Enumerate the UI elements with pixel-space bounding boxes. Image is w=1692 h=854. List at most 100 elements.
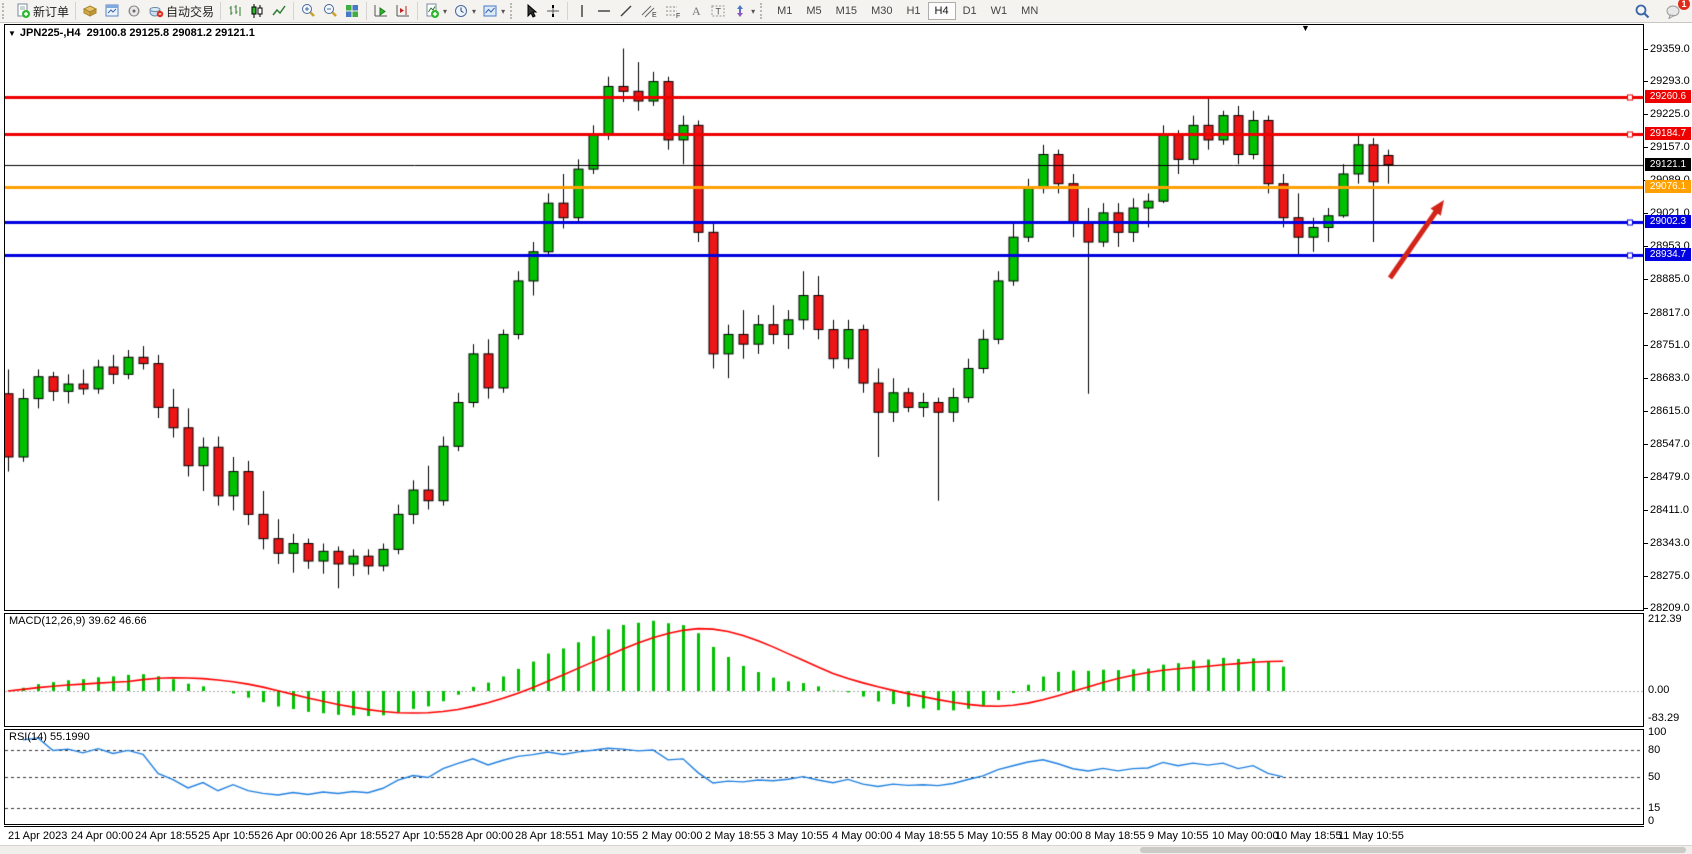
price-tick-label: 28817.0: [1650, 306, 1690, 319]
date-tick-label: 24 Apr 18:55: [135, 830, 198, 842]
price-tick: [1643, 49, 1648, 50]
timeframe-button-w1[interactable]: W1: [984, 2, 1015, 20]
zoom-out-icon: [324, 4, 337, 17]
crosshair-button[interactable]: [542, 1, 564, 21]
chart-title: ▼ JPN225-,H4 29100.8 29125.8 29081.2 2912…: [8, 27, 255, 39]
zoom-in-icon: [302, 4, 315, 17]
rsi-axis-label: 15: [1648, 801, 1661, 814]
search-button[interactable]: [1631, 1, 1654, 21]
notification-count-badge: 1: [1678, 0, 1690, 10]
one-click-trading-collapse-icon[interactable]: ▼: [8, 29, 16, 38]
templates-button[interactable]: ▾: [479, 1, 508, 21]
toolbar-grip[interactable]: [510, 3, 518, 19]
date-tick-label: 8 May 18:55: [1085, 830, 1146, 842]
chat-bubble-icon: [1666, 5, 1680, 19]
line-chart-button[interactable]: [268, 1, 290, 21]
autotrading-button[interactable]: 自动交易: [145, 1, 217, 21]
price-tick-label: 28479.0: [1650, 470, 1690, 483]
macd-canvas[interactable]: [5, 614, 1643, 726]
macd-indicator-pane: [4, 613, 1644, 727]
text-button[interactable]: A: [685, 1, 707, 21]
price-tick: [1643, 147, 1648, 149]
chevron-down-icon: ▾: [501, 6, 506, 16]
indicators-button[interactable]: ▾: [421, 1, 450, 21]
price-tick: [1643, 476, 1648, 478]
zoom-in-button[interactable]: [297, 1, 319, 21]
price-tick: [1643, 312, 1648, 314]
svg-text:E: E: [652, 12, 657, 19]
rsi-canvas[interactable]: [5, 730, 1643, 824]
market-watch-button[interactable]: [79, 1, 101, 21]
trendline-button[interactable]: [615, 1, 637, 21]
timeframe-button-mn[interactable]: MN: [1014, 2, 1045, 20]
toolbar-grip[interactable]: [760, 3, 768, 19]
ohlc-values: 29100.8 29125.8 29081.2 29121.1: [86, 27, 255, 39]
text-label-icon: T: [711, 5, 725, 17]
svg-text:T: T: [716, 7, 722, 17]
cursor-icon: [527, 3, 538, 18]
date-tick-label: 3 May 10:55: [768, 830, 829, 842]
date-axis[interactable]: 21 Apr 2023 24 Apr 00:00 24 Apr 18:55 25 Ap…: [4, 826, 1644, 845]
equidistant-channel-button[interactable]: E: [637, 1, 661, 21]
timeframe-button-d1[interactable]: D1: [956, 2, 984, 20]
price-tick-label: 29157.0: [1650, 141, 1690, 154]
price-tick-label: 28615.0: [1650, 404, 1690, 417]
bar-chart-button[interactable]: [224, 1, 246, 21]
timeframe-button-h4[interactable]: H4: [927, 2, 956, 20]
toolbar-grip[interactable]: [2, 3, 10, 19]
vertical-line-button[interactable]: [571, 1, 593, 21]
price-line-badge: 29076.1: [1645, 179, 1691, 193]
price-tick-label: 28209.0: [1650, 602, 1690, 615]
auto-scroll-button[interactable]: [370, 1, 392, 21]
navigator-icon: [128, 5, 140, 17]
text-icon: A: [692, 4, 701, 18]
price-tick-label: 28683.0: [1650, 371, 1690, 384]
macd-axis-label: 212.39: [1648, 612, 1682, 625]
autotrading-label: 自动交易: [166, 4, 215, 19]
timeframe-button-m15[interactable]: M15: [829, 2, 864, 20]
chart-shift-button[interactable]: [392, 1, 414, 21]
zoom-out-button[interactable]: [319, 1, 341, 21]
arrows-button[interactable]: ▾: [729, 1, 758, 21]
arrow-objects-icon: [737, 5, 744, 17]
price-chart-canvas[interactable]: [5, 25, 1643, 610]
vertical-line-icon: [581, 5, 583, 17]
candlestick-chart-button[interactable]: [246, 1, 268, 21]
price-tick: [1643, 81, 1648, 83]
timeframe-button-m1[interactable]: M1: [770, 2, 799, 20]
new-order-button[interactable]: 新订单: [12, 1, 72, 21]
price-tick: [1643, 608, 1648, 610]
autotrading-icon: [149, 7, 164, 18]
timeframe-button-m5[interactable]: M5: [799, 2, 828, 20]
price-tick: [1643, 576, 1648, 578]
price-tick: [1643, 509, 1648, 511]
price-tick-label: 28343.0: [1650, 537, 1690, 550]
date-tick-label: 25 Apr 10:55: [198, 830, 261, 842]
cursor-button[interactable]: [520, 1, 542, 21]
periods-button[interactable]: ▾: [450, 1, 479, 21]
date-tick-label: 21 Apr 2023: [8, 830, 68, 842]
date-tick-label: 26 Apr 00:00: [261, 830, 324, 842]
fibonacci-button[interactable]: F: [661, 1, 685, 21]
timeframe-button-h1[interactable]: H1: [899, 2, 927, 20]
data-window-button[interactable]: [101, 1, 123, 21]
text-label-button[interactable]: T: [707, 1, 729, 21]
crosshair-icon: [547, 5, 560, 17]
search-icon: [1635, 4, 1650, 18]
timeframe-button-m30[interactable]: M30: [864, 2, 899, 20]
date-tick-label: 2 May 00:00: [642, 830, 703, 842]
scrollbar-thumb[interactable]: [1140, 847, 1686, 853]
horizontal-line-button[interactable]: [593, 1, 615, 21]
macd-label: MACD(12,26,9) 39.62 46.66: [9, 615, 147, 627]
horizontal-scrollbar[interactable]: [0, 845, 1692, 854]
bar-chart-icon: [229, 5, 241, 16]
price-tick: [1643, 443, 1648, 445]
navigator-button[interactable]: [123, 1, 145, 21]
tile-windows-button[interactable]: [341, 1, 363, 21]
price-tick: [1643, 279, 1648, 281]
price-tick-label: 28547.0: [1650, 437, 1690, 450]
date-tick-label: 10 May 18:55: [1275, 830, 1342, 842]
horizontal-line-icon: [598, 10, 611, 12]
notifications-button[interactable]: 1: [1662, 0, 1690, 21]
chart-shift-marker-icon[interactable]: ▼: [1301, 23, 1310, 33]
